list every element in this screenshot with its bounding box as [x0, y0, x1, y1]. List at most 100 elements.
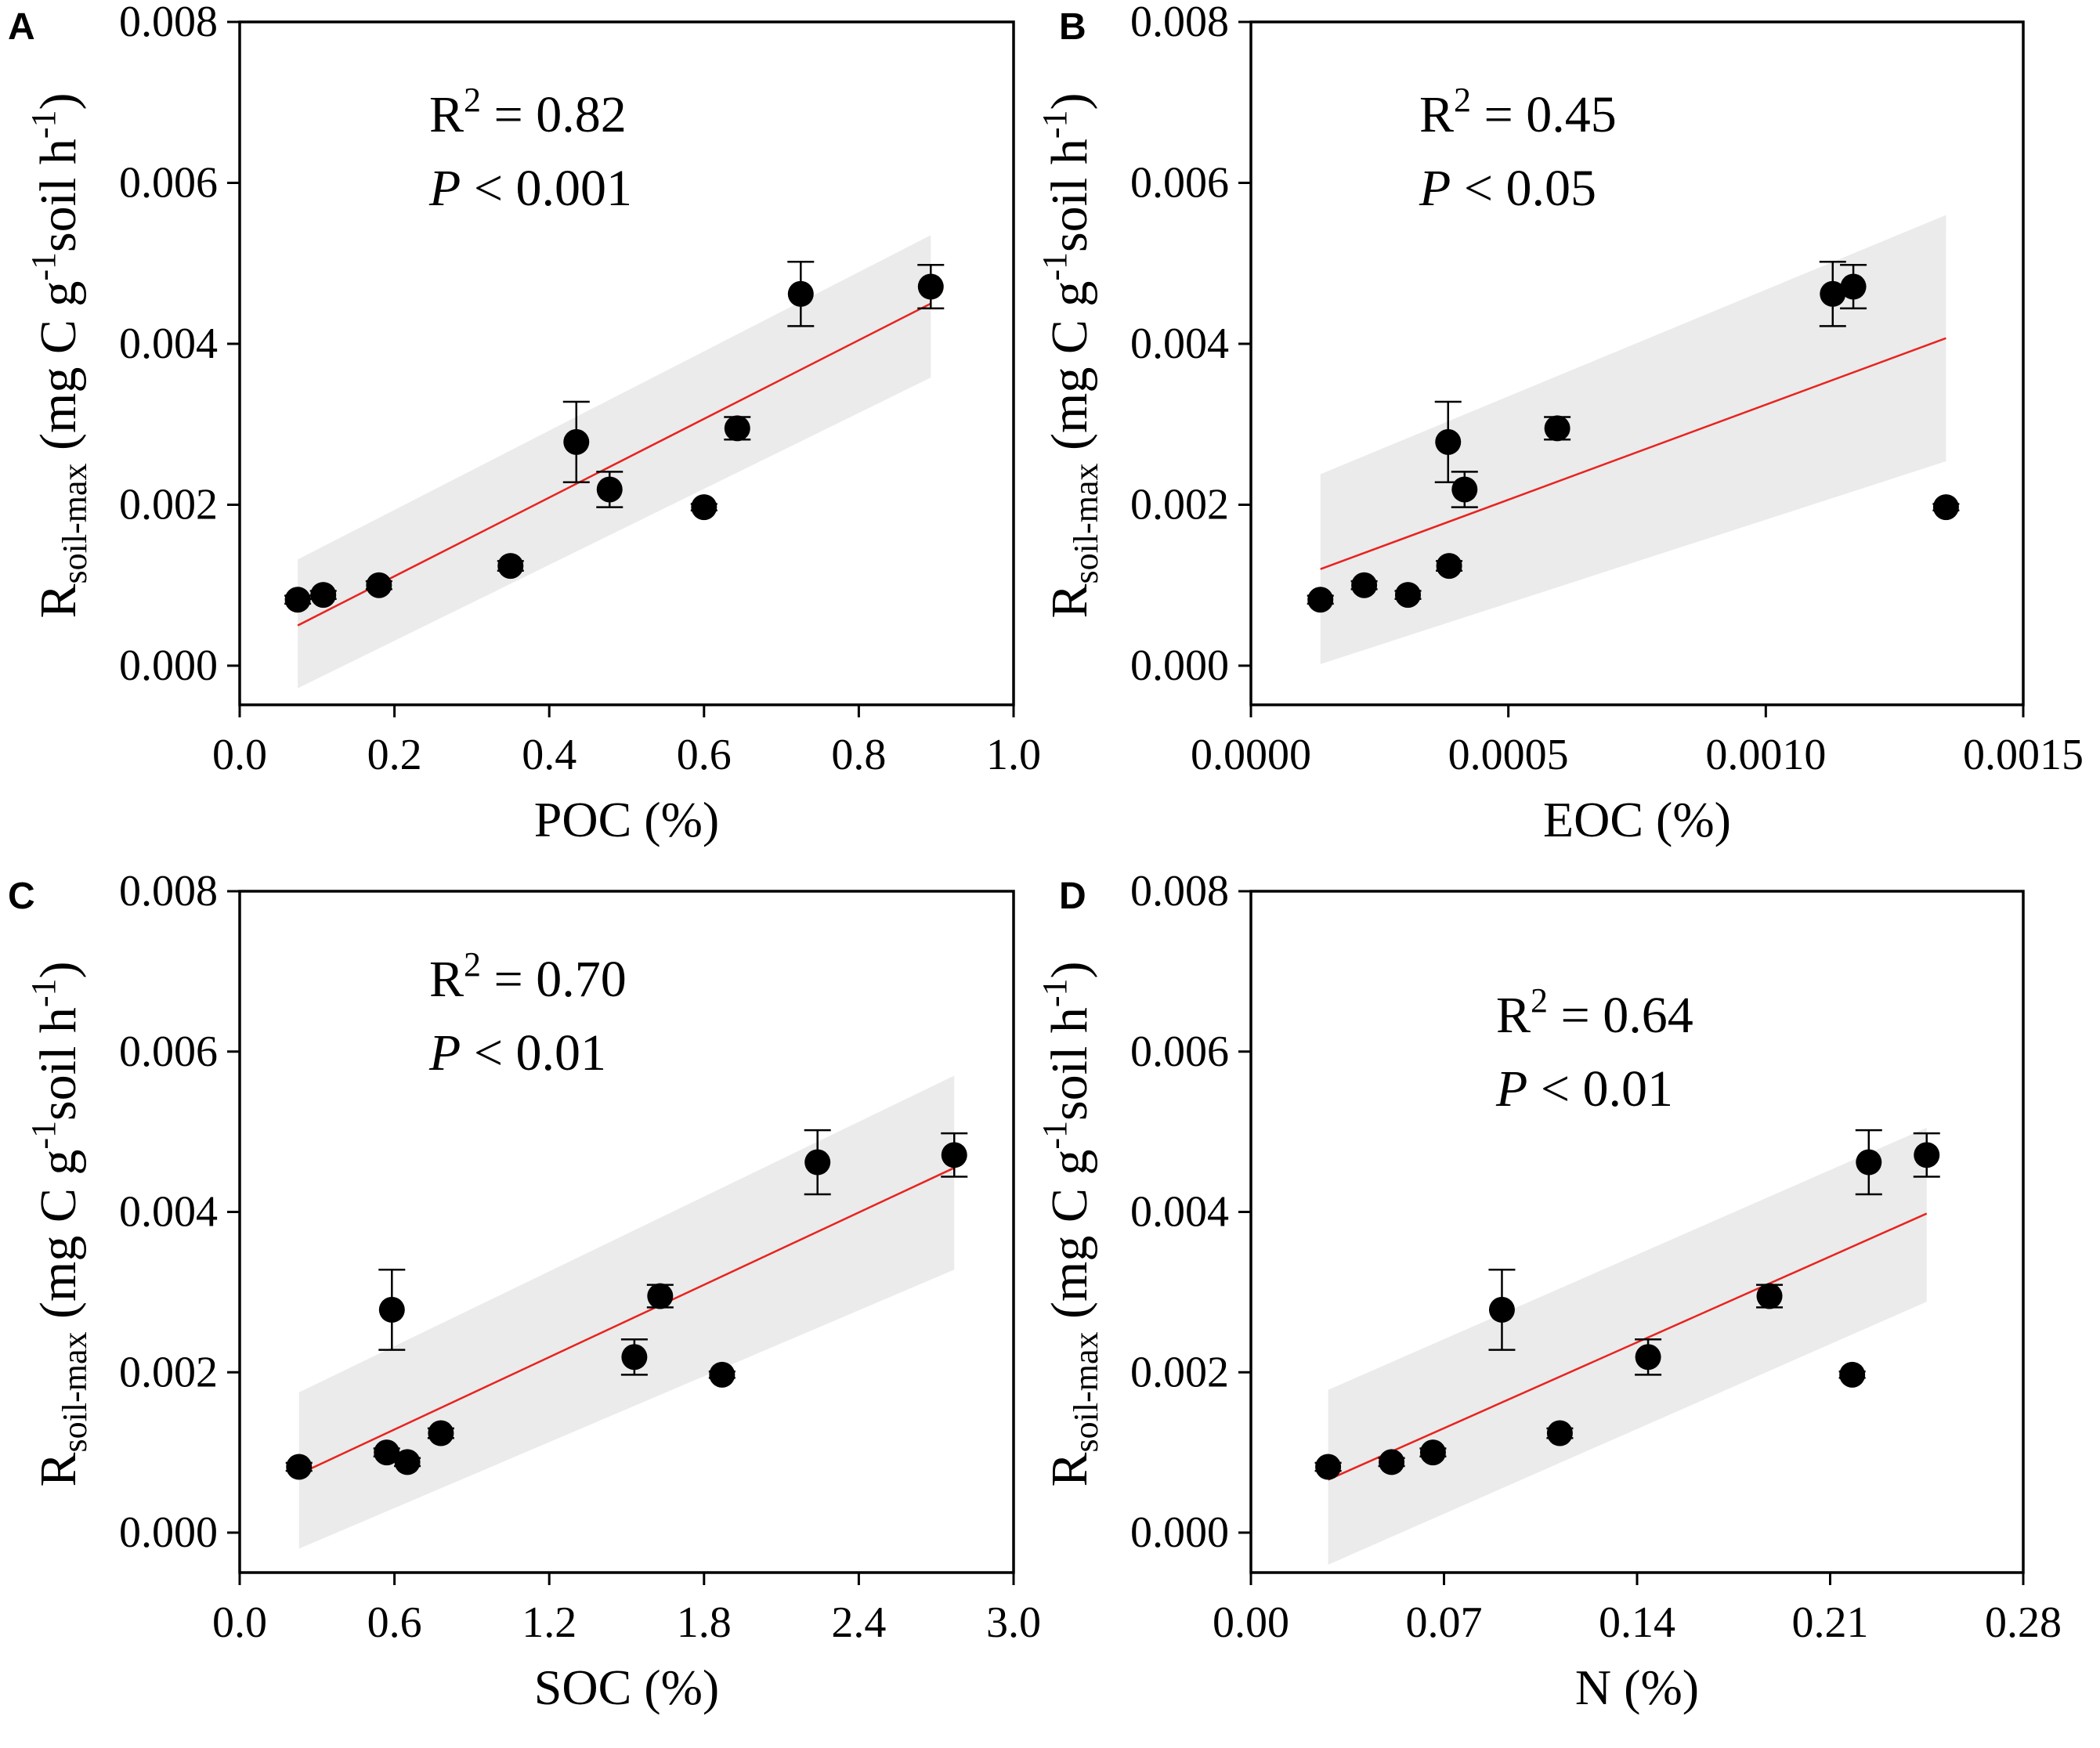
panel-label: B — [1059, 6, 1086, 48]
point-marker — [804, 1149, 831, 1176]
data-point — [1378, 1449, 1405, 1475]
y-tick-label: 0.004 — [119, 320, 218, 368]
point-marker — [1840, 273, 1867, 300]
point-marker — [563, 428, 590, 455]
point-marker — [647, 1283, 674, 1309]
x-tick-label: 0.6 — [677, 731, 732, 779]
point-marker — [497, 553, 524, 580]
data-point — [1307, 587, 1334, 613]
point-marker — [709, 1361, 736, 1388]
x-tick-label: 1.2 — [522, 1598, 577, 1647]
point-marker — [596, 476, 623, 503]
x-tick-label: 0.0 — [212, 731, 267, 779]
x-tick-label: 0.0010 — [1705, 731, 1826, 779]
point-marker — [284, 587, 311, 613]
plot-frame — [238, 890, 1015, 1574]
point-marker — [1351, 572, 1378, 598]
data-point — [724, 415, 751, 442]
data-point — [1314, 1454, 1342, 1480]
y-tick-label: 0.000 — [119, 1508, 218, 1557]
data-point — [1546, 1420, 1574, 1446]
data-point — [596, 471, 623, 508]
panel-label: C — [8, 876, 35, 917]
data-point — [1932, 494, 1960, 521]
y-tick-label: 0.006 — [1130, 1027, 1229, 1076]
point-marker — [1394, 582, 1421, 609]
data-point — [708, 1361, 736, 1388]
point-marker — [366, 572, 392, 598]
x-tick-label: 0.14 — [1599, 1598, 1675, 1647]
point-marker — [310, 582, 337, 609]
data-point — [562, 400, 590, 483]
data-point — [365, 572, 392, 598]
y-axis-label: Rsoil-max (mg C g-1soil h-1) — [24, 92, 94, 618]
data-point — [1488, 1268, 1516, 1351]
data-point — [1419, 1439, 1447, 1466]
y-tick-label: 0.008 — [1130, 867, 1229, 916]
regression-line — [298, 1167, 955, 1475]
point-marker — [1546, 1420, 1573, 1446]
x-axis-label: POC (%) — [534, 792, 719, 847]
point-marker — [1488, 1296, 1515, 1323]
y-axis-label: Rsoil-max (mg C g-1soil h-1) — [1036, 92, 1105, 618]
x-axis-label: EOC (%) — [1543, 792, 1731, 847]
x-tick-label: 0.4 — [522, 731, 577, 779]
data-point — [1544, 415, 1571, 442]
confidence-band — [1320, 215, 1946, 664]
data-point — [284, 587, 312, 613]
point-marker — [428, 1420, 454, 1446]
data-point — [1350, 572, 1378, 598]
point-marker — [1451, 476, 1478, 503]
y-tick-label: 0.004 — [1130, 1188, 1229, 1237]
panel-d: 0.000 0.002 0.004 0.006 0.008 0.00 0.07 0.14 0.2… — [1036, 867, 2062, 1715]
point-marker — [1756, 1283, 1783, 1309]
regression-line — [297, 302, 931, 627]
point-marker — [941, 1142, 967, 1168]
point-marker — [1544, 415, 1570, 442]
y-tick-label: 0.002 — [119, 1348, 218, 1396]
plot-frame — [1249, 20, 2025, 706]
data-point — [394, 1449, 421, 1475]
panel-c: 0.000 0.002 0.004 0.006 0.008 0.0 0.6 1.2 1.8 2.4… — [8, 867, 1041, 1715]
x-tick-label: 0.21 — [1792, 1598, 1869, 1647]
data-point — [804, 1129, 831, 1196]
y-tick-label: 0.006 — [119, 159, 218, 208]
point-marker — [724, 415, 750, 442]
data-point — [690, 494, 717, 521]
data-point — [787, 260, 815, 327]
data-point — [1913, 1132, 1940, 1178]
x-tick-label: 1.8 — [677, 1598, 732, 1647]
point-marker — [1839, 1361, 1866, 1388]
x-tick-label: 0.0000 — [1191, 731, 1311, 779]
data-point — [1819, 260, 1846, 327]
point-marker — [787, 280, 814, 307]
x-tick-label: 2.4 — [831, 1598, 886, 1647]
y-tick-label: 0.002 — [1130, 1348, 1229, 1396]
data-point — [620, 1338, 648, 1376]
y-tick-label: 0.002 — [119, 481, 218, 529]
point-marker — [1635, 1344, 1661, 1371]
y-tick-label: 0.004 — [1130, 320, 1229, 368]
point-marker — [1419, 1439, 1446, 1466]
point-marker — [374, 1439, 400, 1466]
data-point — [1855, 1129, 1882, 1196]
r-squared-annotation: R2 = 0.64 — [1496, 981, 1693, 1044]
point-marker — [286, 1454, 313, 1480]
point-marker — [1436, 553, 1462, 580]
x-tick-label: 0.0 — [212, 1598, 267, 1647]
confidence-band — [298, 235, 931, 688]
data-point — [1756, 1283, 1784, 1309]
panel-label: A — [8, 6, 35, 48]
x-tick-label: 0.0005 — [1448, 731, 1569, 779]
point-marker — [1820, 280, 1846, 307]
point-marker — [621, 1344, 648, 1371]
y-tick-label: 0.008 — [119, 867, 218, 916]
data-point — [1394, 582, 1422, 609]
panel-b: 0.000 0.002 0.004 0.006 0.008 0.0000 0.0005 0.0… — [1036, 0, 2084, 847]
data-point — [941, 1132, 968, 1178]
point-marker — [1914, 1142, 1940, 1168]
y-axis-label: Rsoil-max (mg C g-1soil h-1) — [24, 961, 94, 1486]
point-marker — [1379, 1449, 1405, 1475]
data-point — [427, 1420, 454, 1446]
